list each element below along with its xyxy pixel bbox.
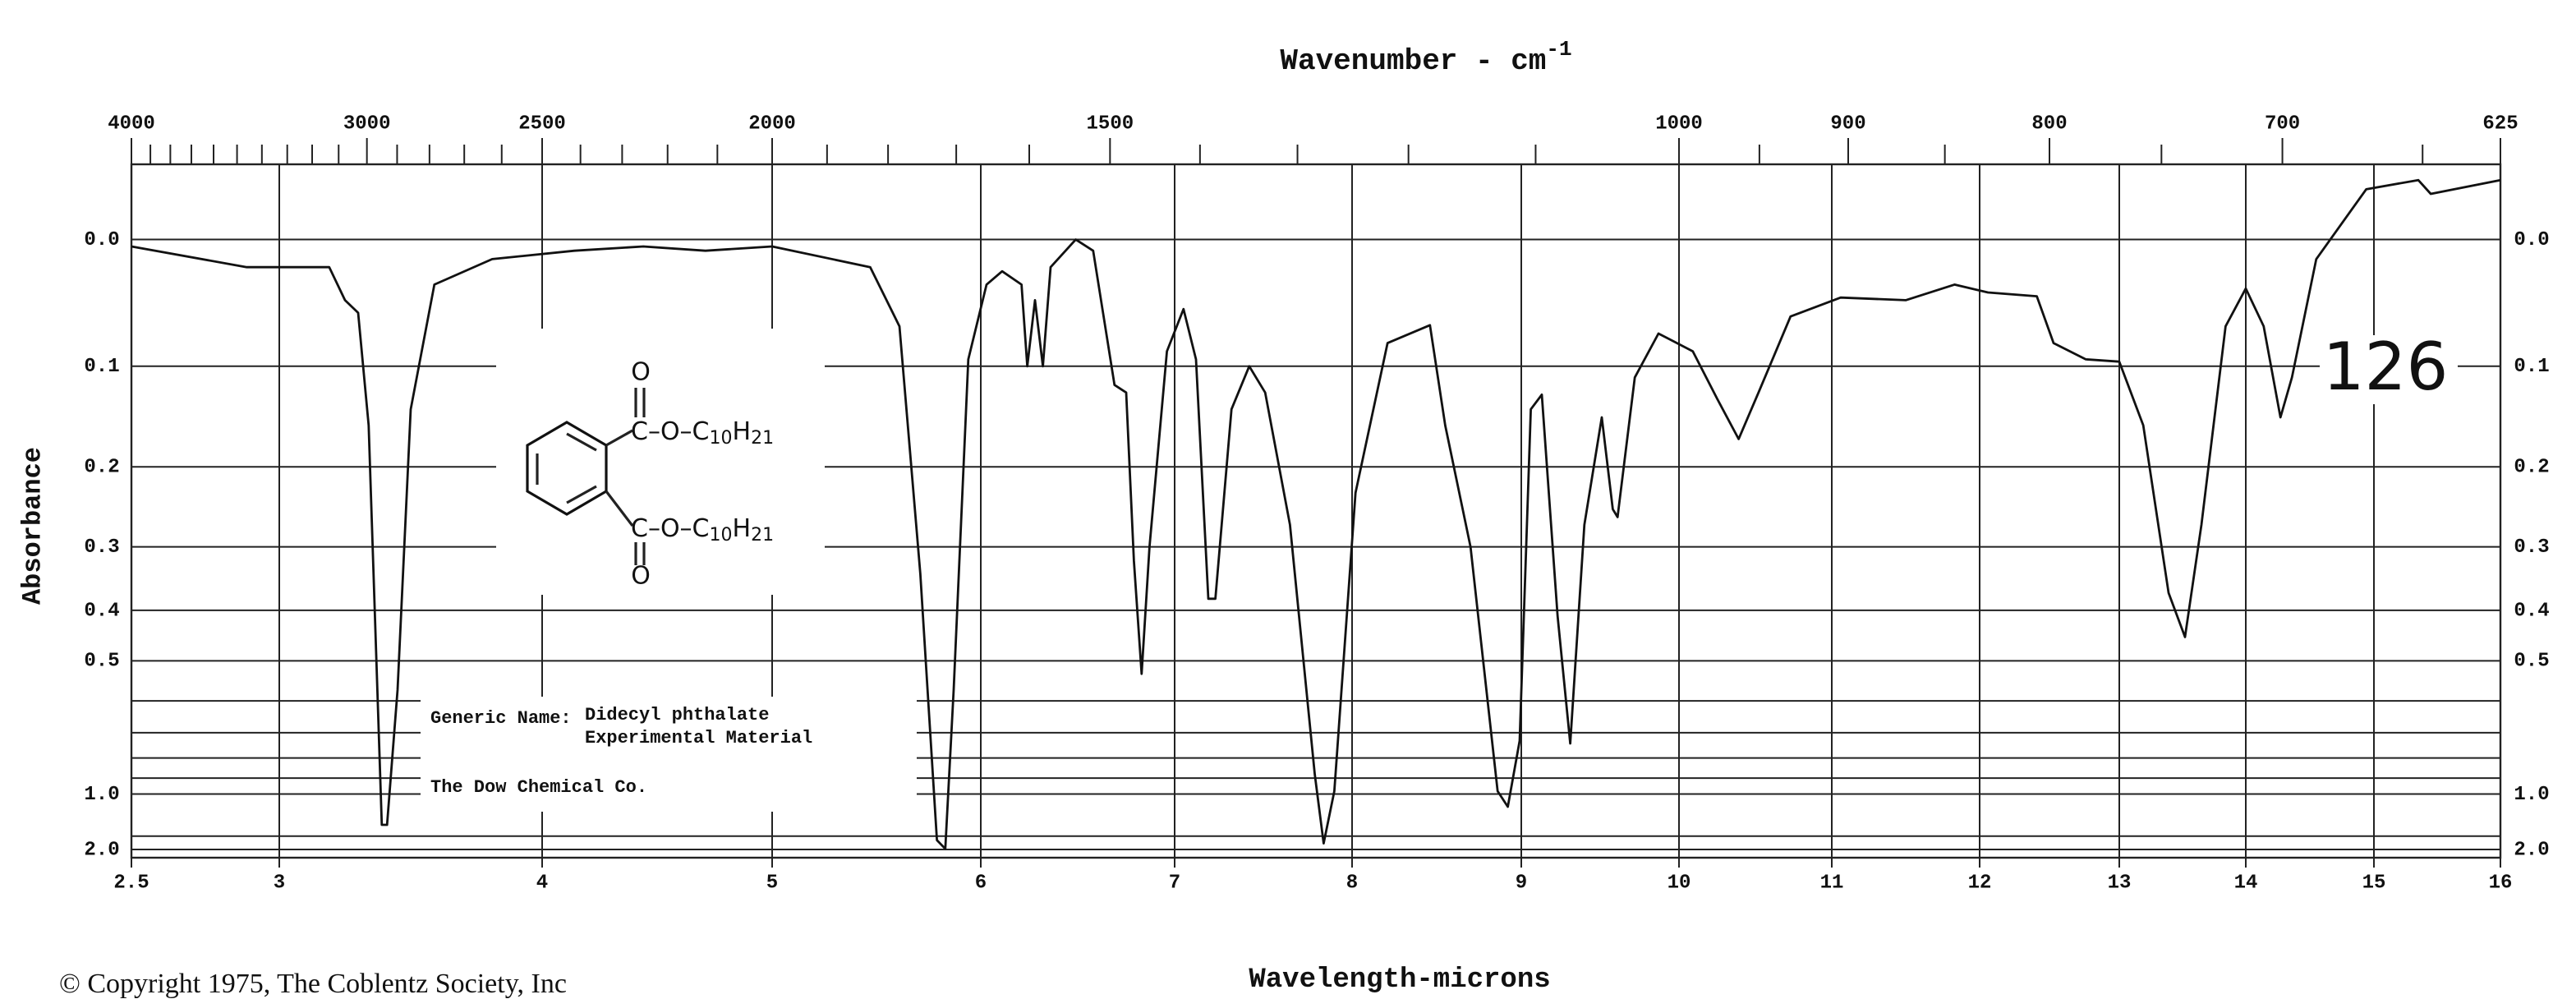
- oxygen: O: [631, 562, 651, 591]
- x2-tick-label: 2000: [748, 113, 796, 135]
- x-tick-label: 3: [274, 872, 285, 894]
- material: Experimental Material: [585, 728, 812, 748]
- copyright: © Copyright 1975, The Coblentz Society, …: [59, 969, 567, 999]
- x2-tick-label: 900: [1830, 113, 1865, 135]
- spectrum-line: [131, 178, 2501, 850]
- x2-tick-label: 3000: [343, 113, 391, 135]
- x-tick-label: 13: [2108, 872, 2132, 894]
- x-tick-label: 6: [975, 872, 987, 894]
- number-backdrop: [2320, 335, 2458, 404]
- y-tick-label-right: 0.1: [2514, 356, 2549, 378]
- bond: [605, 490, 634, 527]
- y-tick-label: 0.3: [84, 536, 119, 559]
- y-tick-label-right: 0.2: [2514, 457, 2549, 479]
- y-axis-title: Absorbance: [17, 447, 48, 605]
- y-tick-label: 0.4: [84, 600, 119, 622]
- bond: [605, 429, 633, 447]
- generic-label: Generic Name:: [430, 708, 572, 729]
- y-tick-label-right: 2.0: [2514, 839, 2549, 861]
- ring-bond: [566, 485, 597, 504]
- x2-tick-label: 2500: [518, 113, 566, 135]
- y-tick-label: 0.5: [84, 651, 119, 673]
- oxygen: O: [631, 358, 651, 387]
- x-tick-label: 4: [536, 872, 548, 894]
- label-backdrop: [421, 697, 917, 812]
- y-tick-label-right: 0.5: [2514, 651, 2549, 673]
- y-tick-label: 0.2: [84, 457, 119, 479]
- x-tick-label: 15: [2362, 872, 2386, 894]
- company: The Dow Chemical Co.: [430, 777, 647, 798]
- structure: [526, 388, 646, 565]
- x2-tick-label: 1500: [1087, 113, 1134, 135]
- x-tick-label: 2.5: [113, 872, 149, 894]
- y-tick-label-right: 1.0: [2514, 784, 2549, 806]
- ring-bond: [566, 432, 597, 452]
- x-tick-label: 14: [2234, 872, 2258, 894]
- x-tick-label: 8: [1346, 872, 1358, 894]
- x-tick-label: 12: [1968, 872, 1992, 894]
- x-tick-label: 10: [1668, 872, 1691, 894]
- compound-name: Didecyl phthalate: [585, 705, 769, 725]
- top-axis-title: Wavenumber - cm-1: [1280, 37, 1571, 78]
- x-tick-label: 9: [1516, 872, 1527, 894]
- x2-tick-label: 625: [2482, 113, 2518, 135]
- x-tick-label: 5: [766, 872, 778, 894]
- y-tick-label: 2.0: [84, 839, 119, 861]
- y-tick-label-right: 0.0: [2514, 229, 2549, 251]
- x-tick-label: 11: [1820, 872, 1844, 894]
- x2-tick-label: 4000: [108, 113, 155, 135]
- x2-tick-label: 1000: [1655, 113, 1703, 135]
- x2-tick-label: 800: [2031, 113, 2067, 135]
- x-axis-title: Wavelength-microns: [1249, 964, 1550, 996]
- structure-backdrop: [496, 329, 825, 595]
- x2-tick-label: 700: [2265, 113, 2300, 135]
- y-tick-label: 0.1: [84, 356, 119, 378]
- y-tick-label: 1.0: [84, 784, 119, 806]
- ester-chain: C–O–C10H21: [631, 514, 774, 546]
- y-tick-label: 0.0: [84, 229, 119, 251]
- spectrum-number: 126: [2323, 329, 2449, 405]
- y-tick-label-right: 0.3: [2514, 536, 2549, 559]
- ester-chain: C–O–C10H21: [631, 417, 774, 449]
- y-tick-label-right: 0.4: [2514, 600, 2549, 622]
- x-tick-label: 16: [2489, 872, 2513, 894]
- x-tick-label: 7: [1169, 872, 1180, 894]
